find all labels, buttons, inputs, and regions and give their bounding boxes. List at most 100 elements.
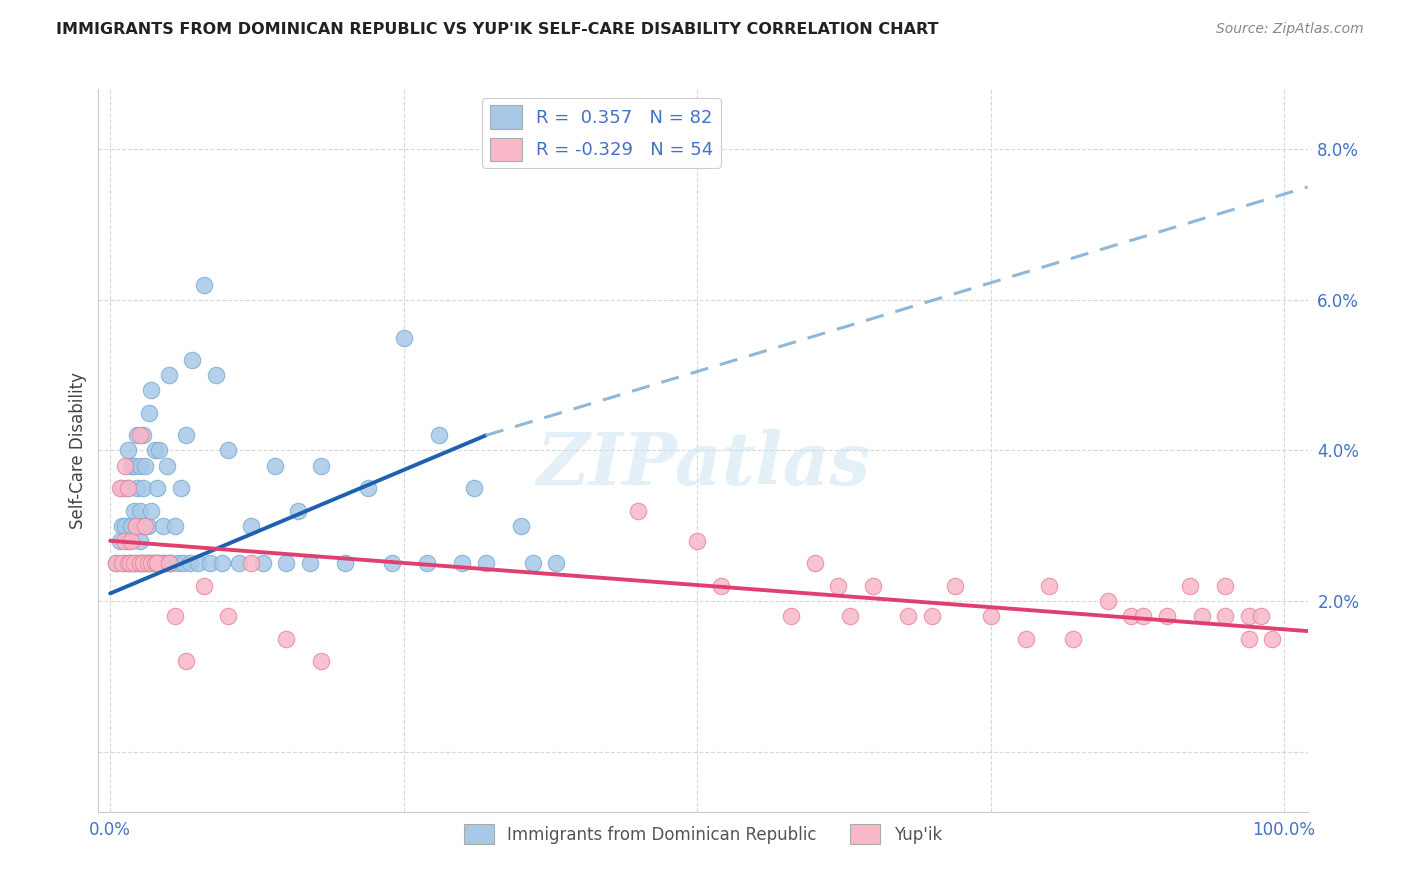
Point (132, 481, 155, 495)
Point (108, 533, 131, 548)
Point (1237, 609, 1260, 624)
Point (333, 557, 356, 571)
Point (1097, 594, 1119, 608)
Point (204, 368, 226, 383)
Point (132, 428, 155, 442)
Point (127, 428, 149, 442)
Point (152, 518, 174, 533)
Point (627, 503, 650, 517)
Point (146, 481, 169, 495)
Point (136, 557, 159, 571)
Point (298, 557, 321, 571)
Point (155, 458, 177, 473)
Point (710, 579, 733, 593)
Point (108, 481, 131, 495)
Point (157, 557, 180, 571)
Point (120, 518, 142, 533)
Point (1156, 609, 1178, 624)
Point (252, 557, 274, 571)
Point (1261, 632, 1284, 646)
Point (141, 384, 163, 398)
Point (546, 557, 568, 571)
Text: Source: ZipAtlas.com: Source: ZipAtlas.com (1216, 22, 1364, 37)
Point (125, 557, 148, 571)
Point (176, 654, 198, 668)
Point (827, 579, 849, 593)
Point (138, 406, 160, 420)
Point (1038, 579, 1060, 593)
Point (803, 557, 825, 571)
Point (157, 368, 180, 383)
Point (163, 609, 186, 624)
Point (131, 518, 153, 533)
Point (311, 458, 333, 473)
Point (111, 518, 134, 533)
Point (152, 557, 174, 571)
Point (1215, 609, 1237, 624)
Point (276, 557, 298, 571)
Point (921, 609, 943, 624)
Point (120, 557, 142, 571)
Point (211, 557, 233, 571)
Y-axis label: Self-Care Disability: Self-Care Disability (69, 372, 87, 529)
Point (780, 609, 803, 624)
Point (105, 557, 128, 571)
Point (263, 458, 285, 473)
Point (193, 579, 215, 593)
Legend: Immigrants from Dominican Republic, Yup'ik: Immigrants from Dominican Republic, Yup'… (457, 818, 949, 850)
Point (120, 458, 142, 473)
Point (143, 443, 166, 458)
Point (114, 458, 136, 473)
Point (134, 557, 156, 571)
Point (122, 503, 145, 517)
Point (128, 557, 150, 571)
Point (176, 428, 198, 442)
Point (217, 609, 239, 624)
Point (141, 557, 163, 571)
Point (357, 481, 380, 495)
Point (311, 654, 333, 668)
Point (125, 518, 148, 533)
Point (141, 557, 163, 571)
Point (381, 557, 404, 571)
Point (111, 481, 134, 495)
Point (136, 557, 159, 571)
Point (117, 533, 139, 548)
Point (1062, 632, 1084, 646)
Point (112, 557, 135, 571)
Point (134, 518, 156, 533)
Point (1237, 632, 1260, 646)
Point (463, 481, 485, 495)
Point (181, 353, 204, 368)
Point (128, 428, 150, 442)
Point (128, 503, 150, 517)
Point (510, 518, 533, 533)
Point (120, 533, 142, 548)
Point (160, 557, 183, 571)
Point (131, 557, 153, 571)
Point (117, 481, 139, 495)
Point (146, 557, 169, 571)
Text: ZIPatlas: ZIPatlas (536, 429, 870, 500)
Point (522, 557, 544, 571)
Point (1121, 609, 1143, 624)
Point (141, 503, 163, 517)
Point (686, 533, 709, 548)
Text: IMMIGRANTS FROM DOMINICAN REPUBLIC VS YUP'IK SELF-CARE DISABILITY CORRELATION CH: IMMIGRANTS FROM DOMINICAN REPUBLIC VS YU… (56, 22, 939, 37)
Point (117, 443, 139, 458)
Point (1132, 609, 1154, 624)
Point (1250, 609, 1272, 624)
Point (1215, 579, 1237, 593)
Point (127, 481, 149, 495)
Point (198, 557, 221, 571)
Point (945, 579, 967, 593)
Point (122, 557, 145, 571)
Point (838, 609, 860, 624)
Point (122, 557, 145, 571)
Point (862, 579, 884, 593)
Point (117, 557, 139, 571)
Point (276, 632, 298, 646)
Point (897, 609, 920, 624)
Point (217, 443, 239, 458)
Point (146, 557, 169, 571)
